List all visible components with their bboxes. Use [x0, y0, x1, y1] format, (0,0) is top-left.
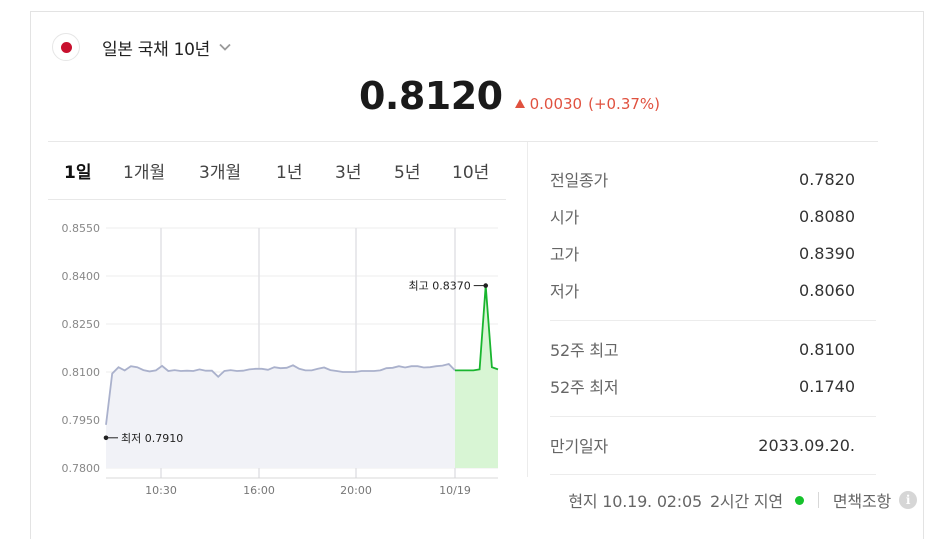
y-tick-label: 0.7950	[62, 414, 101, 427]
x-tick-label: 10:30	[145, 484, 177, 497]
current-price: 0.8120	[358, 74, 503, 118]
tab-1m[interactable]: 1개월	[123, 163, 166, 183]
stat-value: 0.1740	[799, 376, 855, 396]
y-tick-label: 0.8400	[62, 270, 101, 283]
divider	[48, 199, 506, 200]
stat-low: 저가 0.8060	[550, 278, 855, 302]
local-time: 현지 10.19. 02:05	[568, 492, 702, 511]
x-tick-label: 20:00	[340, 484, 372, 497]
tab-1d[interactable]: 1일	[64, 163, 92, 183]
stat-maturity: 만기일자 2033.09.20.	[550, 433, 855, 457]
tab-10y[interactable]: 10년	[452, 163, 490, 183]
tab-3m[interactable]: 3개월	[199, 163, 242, 183]
stat-value: 0.8060	[799, 280, 855, 300]
high-marker-dot	[483, 283, 489, 288]
stat-value: 2033.09.20.	[758, 435, 855, 455]
y-tick-label: 0.7800	[62, 462, 101, 475]
disclaimer-link[interactable]: 면책조항	[832, 492, 891, 511]
bond-name[interactable]: 일본 국채 10년	[102, 39, 210, 60]
price-chart[interactable]: 0.8550 0.8400 0.8250 0.8100 0.7950 0.7800 10:3…	[48, 205, 508, 505]
y-tick-label: 0.8550	[62, 222, 101, 235]
divider	[817, 492, 819, 508]
series-line-previous	[105, 362, 456, 425]
stat-prev-close: 전일종가 0.7820	[550, 167, 855, 191]
chevron-down-icon[interactable]	[218, 40, 232, 54]
live-status-icon	[794, 495, 804, 505]
y-tick-label: 0.8250	[62, 318, 101, 331]
tab-1y[interactable]: 1년	[276, 163, 303, 183]
stat-value: 0.7820	[799, 169, 855, 189]
stat-label: 시가	[550, 208, 580, 227]
divider	[550, 474, 876, 475]
divider	[550, 416, 876, 417]
x-tick-label: 10/19	[439, 484, 471, 497]
series-line-today	[455, 285, 499, 372]
series-area-previous	[106, 364, 455, 468]
stat-value: 0.8080	[799, 206, 855, 226]
stat-value: 0.8390	[799, 243, 855, 263]
stat-open: 시가 0.8080	[550, 204, 855, 228]
stat-label: 저가	[550, 282, 580, 301]
tab-5y[interactable]: 5년	[394, 163, 421, 183]
change-percent: (+0.37%)	[588, 95, 661, 113]
price-row: 0.8120 0.0030 (+0.37%)	[0, 74, 929, 120]
stat-label: 만기일자	[550, 437, 609, 456]
up-triangle-icon	[514, 99, 525, 108]
period-tabs: 1일 1개월 3개월 1년 3년 5년 10년	[48, 152, 508, 188]
high-label: 최고 0.8370	[408, 280, 470, 293]
x-tick-label: 16:00	[243, 484, 275, 497]
info-icon[interactable]: i	[899, 491, 917, 509]
footer-status: 현지 10.19. 02:05 2시간 지연 면책조항 i	[568, 488, 917, 512]
tab-3y[interactable]: 3년	[335, 163, 362, 183]
japan-flag-icon	[52, 33, 80, 61]
stat-high: 고가 0.8390	[550, 241, 855, 265]
stat-52w-low: 52주 최저 0.1740	[550, 374, 855, 398]
stat-value: 0.8100	[799, 339, 855, 359]
price-change: 0.0030 (+0.37%)	[514, 95, 661, 113]
divider	[527, 142, 528, 477]
stat-label: 52주 최고	[550, 341, 619, 360]
delay-text: 2시간 지연	[709, 492, 783, 511]
low-label: 최저 0.7910	[121, 432, 183, 445]
stat-label: 고가	[550, 245, 580, 264]
divider	[48, 141, 878, 142]
stat-52w-high: 52주 최고 0.8100	[550, 337, 855, 361]
series-area-today	[455, 285, 498, 468]
bond-selector[interactable]: 일본 국채 10년	[52, 33, 232, 61]
divider	[550, 320, 876, 321]
stat-label: 52주 최저	[550, 378, 619, 397]
y-tick-label: 0.8100	[62, 366, 101, 379]
change-value: 0.0030	[529, 95, 583, 113]
stat-label: 전일종가	[550, 171, 609, 190]
